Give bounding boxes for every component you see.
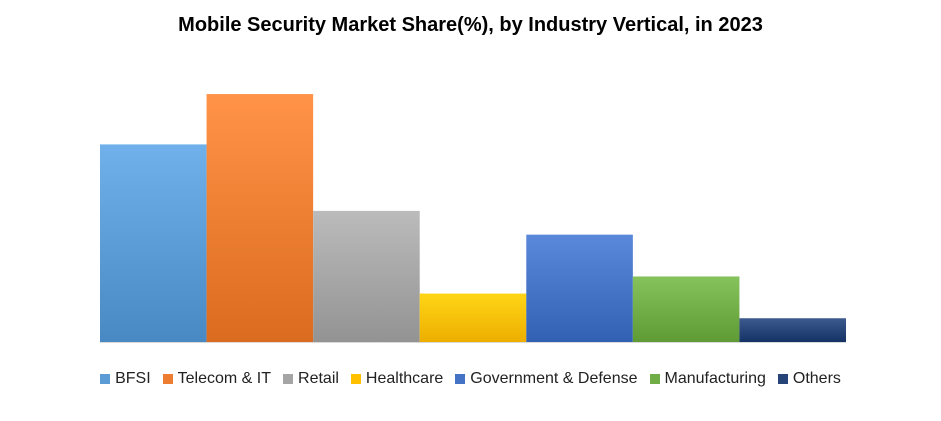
legend-swatch <box>283 374 294 384</box>
legend-item-healthcare: Healthcare <box>350 370 444 388</box>
legend-label: BFSI <box>115 370 151 387</box>
legend-swatch <box>350 374 361 384</box>
legend-swatch <box>162 374 173 384</box>
legend-label: Healthcare <box>365 370 444 387</box>
legend-swatch <box>777 374 788 384</box>
legend-swatch <box>649 374 660 384</box>
bar-government-defense <box>526 234 633 342</box>
legend: BFSI Telecom & IT Retail Healthcare Governme… <box>0 370 941 388</box>
legend-item-bfsi: BFSI <box>100 370 151 388</box>
legend-label: Government & Defense <box>470 370 638 387</box>
bar-others <box>739 318 846 342</box>
bar-telecom-it <box>206 94 314 342</box>
legend-label: Retail <box>298 370 339 387</box>
chart-title: Mobile Security Market Share(%), by Indu… <box>178 14 763 36</box>
legend-swatch <box>100 374 111 384</box>
bar-retail <box>313 210 420 342</box>
legend-label: Manufacturing <box>664 370 766 387</box>
legend-item-government-defense: Government & Defense <box>455 370 638 388</box>
bar-manufacturing <box>632 276 740 342</box>
bar-healthcare <box>419 293 527 342</box>
legend-label: Others <box>792 370 841 387</box>
legend-label: Telecom & IT <box>177 370 272 387</box>
legend-item-others: Others <box>777 370 841 388</box>
bar-bfsi <box>100 144 207 342</box>
legend-item-manufacturing: Manufacturing <box>649 370 766 388</box>
legend-swatch <box>455 374 466 384</box>
legend-item-telecom-it: Telecom & IT <box>162 370 272 388</box>
legend-item-retail: Retail <box>283 370 339 388</box>
